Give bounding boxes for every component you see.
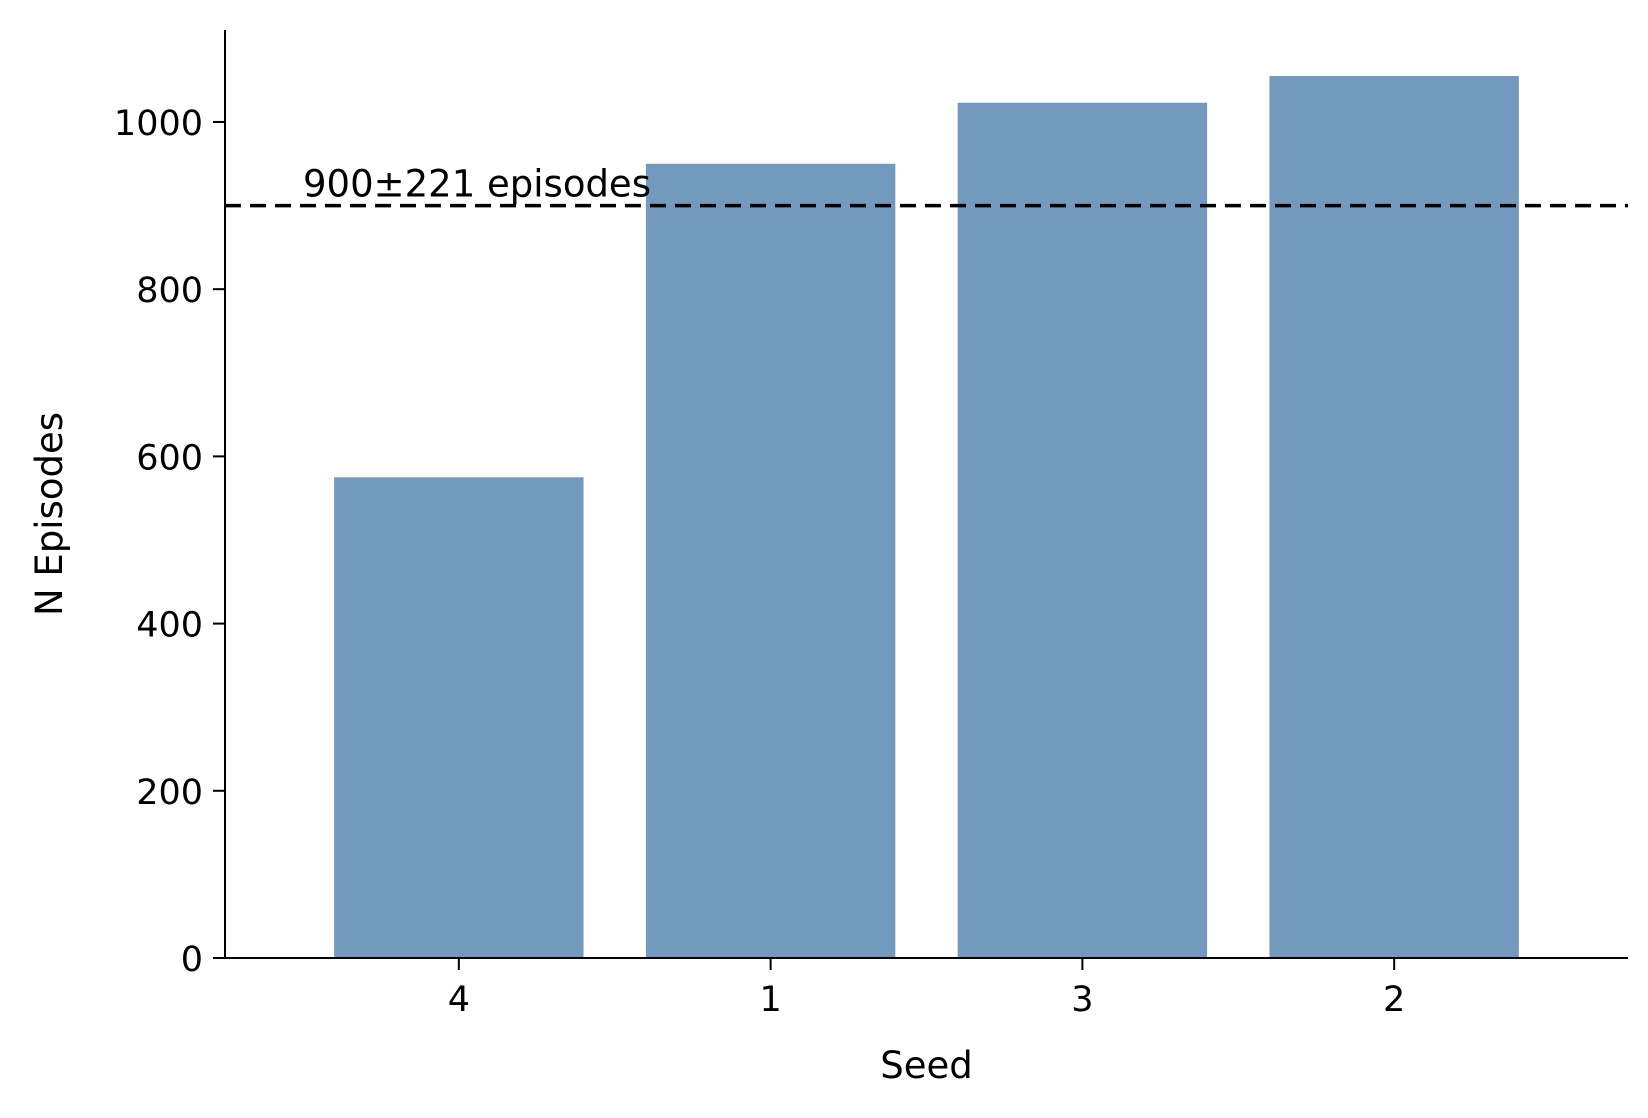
y-tick-label: 1000	[114, 104, 203, 144]
y-tick-label: 0	[181, 940, 203, 980]
x-tick-label: 3	[1071, 980, 1093, 1020]
y-tick-label: 600	[136, 438, 203, 478]
x-ticks-group: 4 1 3 2	[448, 958, 1405, 1020]
bar-seed-3	[957, 102, 1208, 959]
y-tick-label: 800	[136, 271, 203, 311]
y-axis-label: N Episodes	[28, 412, 71, 616]
bar-seed-2	[1269, 75, 1519, 959]
x-axis-label: Seed	[880, 1044, 973, 1087]
y-tick-label: 400	[136, 606, 203, 646]
x-tick-label: 2	[1383, 980, 1405, 1020]
mean-annotation: 900±221 episodes	[303, 163, 651, 206]
x-tick-label: 1	[759, 980, 781, 1020]
y-ticks-group: 0 200 400 600 800 1000	[114, 104, 225, 980]
bar-seed-4	[334, 477, 584, 958]
bars-group	[334, 75, 1519, 959]
x-tick-label: 4	[448, 980, 470, 1020]
bar-seed-1	[645, 163, 896, 958]
y-tick-label: 200	[136, 773, 203, 813]
